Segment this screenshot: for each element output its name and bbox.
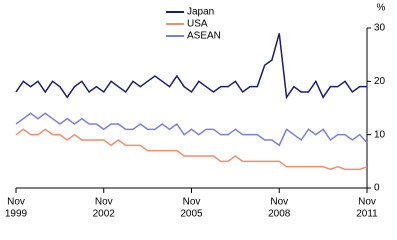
- legend-label: Japan: [187, 7, 214, 18]
- series-line: [15, 128, 368, 171]
- x-tick-year: 1999: [5, 209, 28, 220]
- series-line: [15, 33, 367, 100]
- y-tick-label: 0: [374, 183, 380, 194]
- x-tick-month: Nov: [95, 197, 113, 208]
- x-tick-month: Nov: [183, 197, 201, 208]
- chart: % 0102030Nov1999Nov2002Nov2005Nov2008Nov…: [5, 3, 386, 220]
- x-tick-year: 2002: [93, 209, 116, 220]
- x-tick-month: Nov: [270, 197, 288, 208]
- y-tick-label: 10: [374, 129, 386, 140]
- x-tick-month: Nov: [358, 197, 376, 208]
- x-tick-year: 2008: [268, 209, 291, 220]
- legend-label: USA: [187, 19, 208, 30]
- y-unit: %: [377, 3, 386, 14]
- y-tick-label: 30: [374, 23, 386, 34]
- series-line: [15, 112, 368, 147]
- x-tick-year: 2005: [180, 209, 203, 220]
- legend-label: ASEAN: [187, 31, 221, 42]
- y-tick-label: 20: [374, 76, 386, 87]
- x-tick-year: 2011: [356, 209, 378, 220]
- x-tick-month: Nov: [7, 197, 25, 208]
